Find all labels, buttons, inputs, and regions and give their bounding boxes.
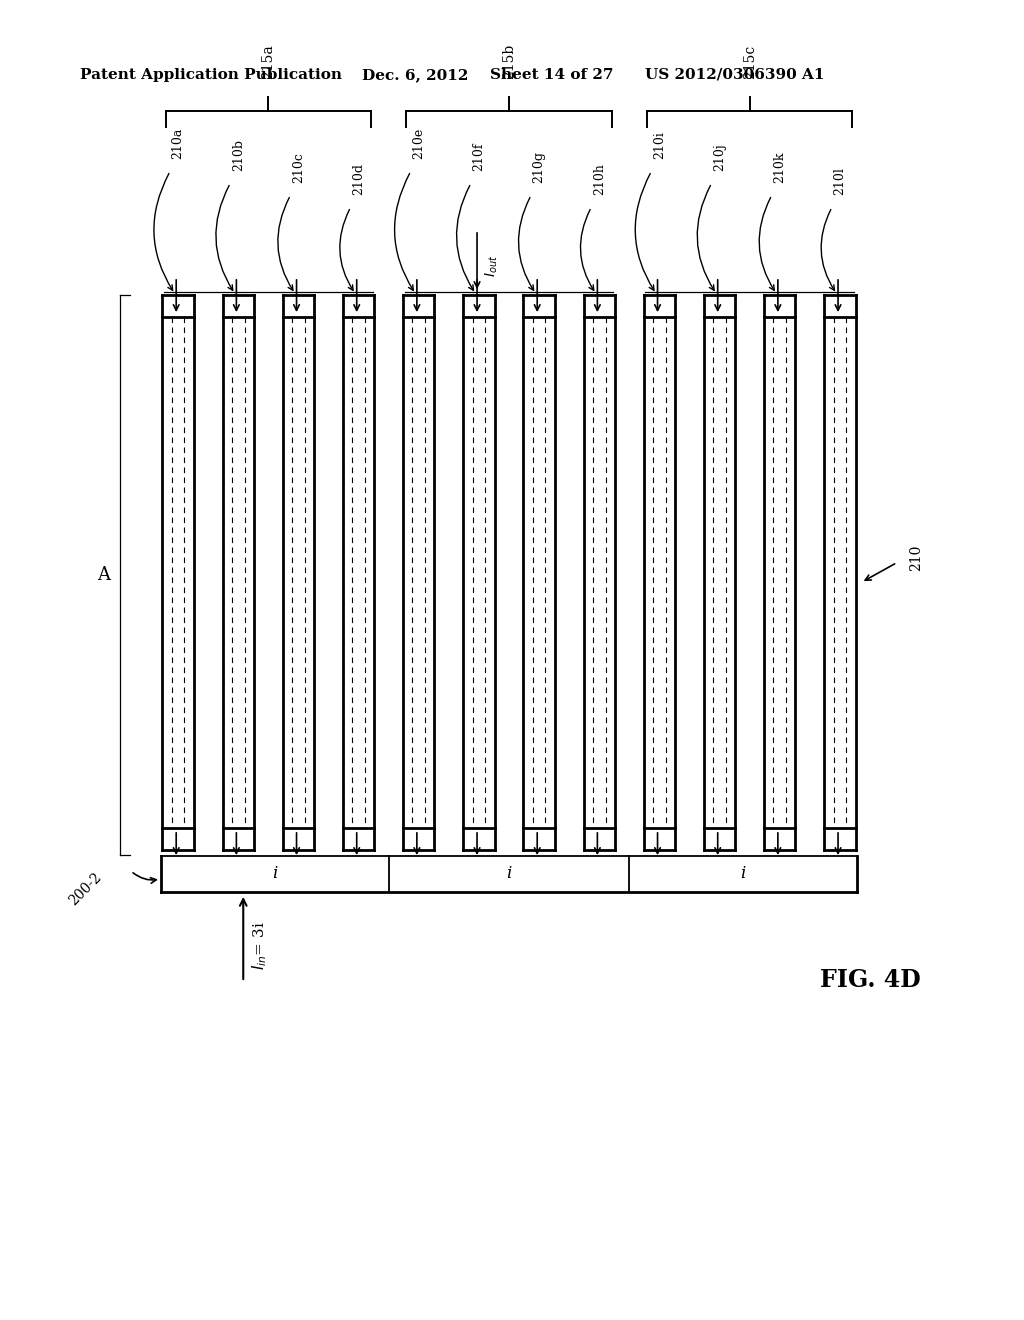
Text: 210h: 210h <box>593 164 606 195</box>
Text: 210c: 210c <box>292 152 305 183</box>
Text: US 2012/0306390 A1: US 2012/0306390 A1 <box>645 69 824 82</box>
Text: 215c: 215c <box>742 45 757 79</box>
Text: $I_{out}$: $I_{out}$ <box>484 255 501 277</box>
Text: 210d: 210d <box>352 162 366 195</box>
Text: 210j: 210j <box>713 144 726 172</box>
Text: 210: 210 <box>909 544 923 570</box>
Text: 210i: 210i <box>653 131 666 158</box>
Text: 210a: 210a <box>172 128 184 158</box>
Text: 210e: 210e <box>413 128 425 158</box>
Text: Sheet 14 of 27: Sheet 14 of 27 <box>490 69 613 82</box>
Text: 210f: 210f <box>472 143 485 172</box>
Text: 210b: 210b <box>231 139 245 172</box>
Text: $I_{in}$= 3i: $I_{in}$= 3i <box>250 921 269 970</box>
Text: i: i <box>506 866 512 883</box>
Text: 215b: 215b <box>502 44 516 79</box>
Text: Patent Application Publication: Patent Application Publication <box>80 69 342 82</box>
Text: 210k: 210k <box>773 152 786 183</box>
Text: 210g: 210g <box>532 150 546 183</box>
Text: i: i <box>740 866 745 883</box>
Text: i: i <box>272 866 278 883</box>
Text: 210l: 210l <box>834 168 847 195</box>
Text: 215a: 215a <box>261 45 275 79</box>
Text: Dec. 6, 2012: Dec. 6, 2012 <box>362 69 468 82</box>
Text: A: A <box>97 566 111 583</box>
Text: 200-2: 200-2 <box>66 870 103 908</box>
Text: FIG. 4D: FIG. 4D <box>819 968 921 993</box>
